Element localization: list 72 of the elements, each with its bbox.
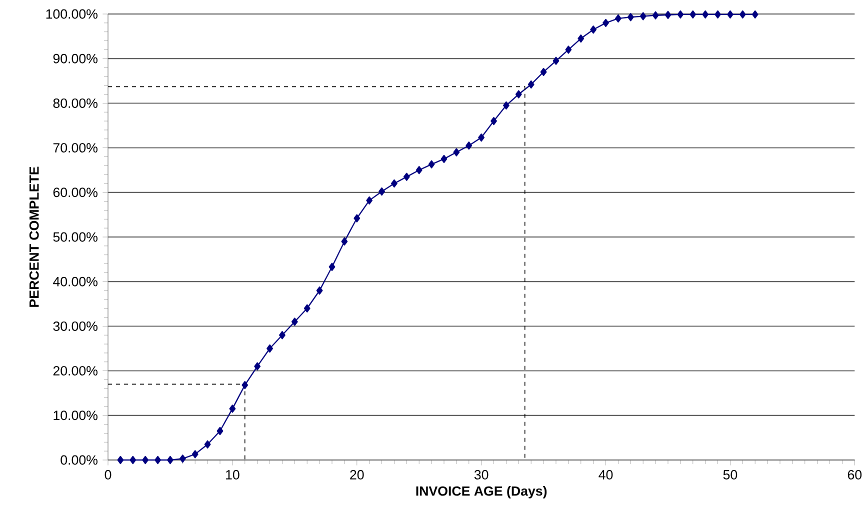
point: [291, 318, 298, 326]
point: [739, 10, 746, 19]
y-tick-label: 90.00%: [53, 54, 98, 64]
y-tick-label: 20.00%: [53, 366, 98, 376]
point: [117, 456, 124, 464]
point: [366, 196, 373, 204]
point: [130, 456, 136, 464]
point: [154, 456, 161, 464]
y-tick-label: 70.00%: [53, 143, 98, 153]
x-axis-title: INVOICE AGE (Days): [416, 486, 547, 498]
point: [602, 18, 609, 27]
point: [615, 14, 622, 23]
x-tick-label: 50: [723, 470, 738, 480]
point: [192, 450, 198, 458]
x-tick-label: 60: [848, 470, 862, 480]
y-tick-label: 30.00%: [53, 321, 98, 331]
point: [702, 10, 709, 19]
point: [204, 440, 211, 448]
point: [540, 68, 547, 76]
point: [466, 142, 472, 150]
x-tick-label: 40: [598, 470, 613, 480]
point: [515, 90, 522, 98]
point: [627, 13, 634, 22]
x-tick-label: 10: [226, 470, 240, 480]
x-tick-label: 0: [104, 470, 112, 480]
point: [428, 160, 435, 168]
point: [328, 262, 336, 271]
point: [714, 10, 721, 19]
point: [453, 148, 460, 156]
point: [528, 80, 534, 89]
point: [752, 10, 758, 19]
point: [354, 214, 360, 222]
point: [216, 426, 224, 436]
point: [279, 331, 286, 340]
x-tick-label: 30: [474, 470, 488, 480]
point: [179, 454, 186, 463]
point: [552, 56, 560, 65]
point: [478, 133, 485, 142]
y-tick-label: 100.00%: [46, 9, 98, 19]
point: [440, 154, 448, 164]
point: [378, 187, 385, 196]
point: [640, 12, 646, 20]
point: [677, 10, 684, 19]
point: [316, 286, 323, 295]
point: [142, 456, 149, 464]
y-tick-label: 10.00%: [54, 410, 98, 420]
y-tick-label: 60.00%: [53, 188, 98, 198]
point: [304, 304, 310, 312]
point: [565, 46, 572, 54]
point: [254, 362, 261, 370]
point: [391, 179, 398, 188]
y-axis-title: PERCENT COMPLETE: [29, 166, 39, 307]
y-tick-label: 80.00%: [53, 98, 98, 108]
point: [403, 172, 410, 181]
point: [229, 404, 236, 413]
point: [652, 11, 659, 20]
point: [727, 10, 734, 19]
point: [266, 344, 273, 353]
y-tick-label: 50.00%: [53, 232, 98, 242]
point: [664, 10, 672, 19]
point: [416, 166, 422, 174]
point: [578, 34, 584, 43]
point: [490, 116, 497, 126]
x-tick-label: 20: [350, 470, 364, 480]
point: [167, 456, 174, 464]
point: [341, 237, 348, 246]
y-tick-label: 0.00%: [60, 455, 98, 465]
point: [503, 101, 510, 110]
y-tick-label: 40.00%: [53, 276, 98, 286]
point: [242, 381, 248, 390]
point: [690, 10, 696, 19]
point: [590, 26, 597, 34]
